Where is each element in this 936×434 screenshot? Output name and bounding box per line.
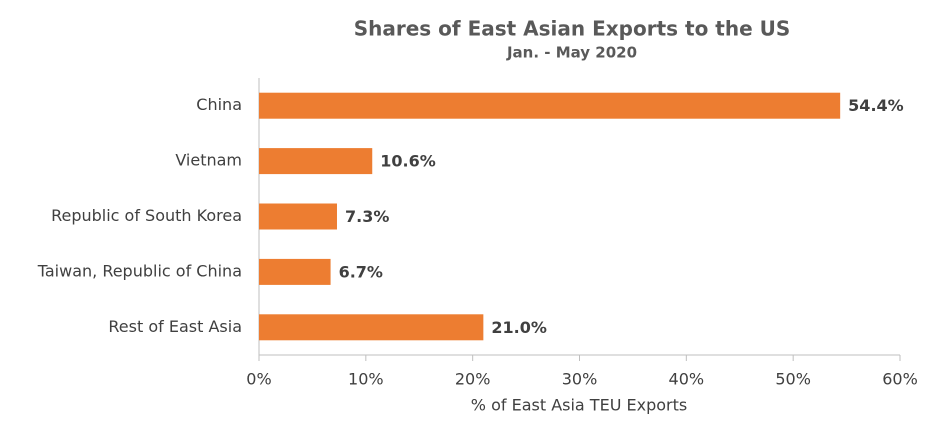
bar: [259, 203, 337, 230]
data-label: 7.3%: [345, 207, 389, 226]
y-tick-label: Vietnam: [175, 151, 242, 170]
data-label: 10.6%: [380, 152, 436, 171]
x-tick-label: 60%: [882, 370, 918, 389]
bar: [259, 92, 841, 119]
x-tick-label: 10%: [348, 370, 384, 389]
x-tick-label: 30%: [562, 370, 598, 389]
x-tick-label: 0%: [246, 370, 271, 389]
y-tick-label: Taiwan, Republic of China: [37, 261, 242, 280]
y-tick-label: China: [196, 95, 242, 114]
data-label: 54.4%: [848, 96, 904, 115]
x-tick-label: 20%: [455, 370, 491, 389]
y-tick-label: Republic of South Korea: [51, 206, 242, 225]
x-tick-label: 50%: [775, 370, 811, 389]
chart-subtitle: Jan. - May 2020: [506, 44, 637, 62]
x-axis-title: % of East Asia TEU Exports: [471, 396, 687, 415]
bar: [259, 148, 373, 175]
data-label: 6.7%: [339, 262, 383, 281]
x-tick-label: 40%: [669, 370, 705, 389]
data-label: 21.0%: [491, 318, 547, 337]
bar: [259, 314, 484, 341]
y-tick-label: Rest of East Asia: [108, 317, 242, 336]
chart-title: Shares of East Asian Exports to the US: [354, 17, 791, 41]
bar: [259, 258, 331, 285]
